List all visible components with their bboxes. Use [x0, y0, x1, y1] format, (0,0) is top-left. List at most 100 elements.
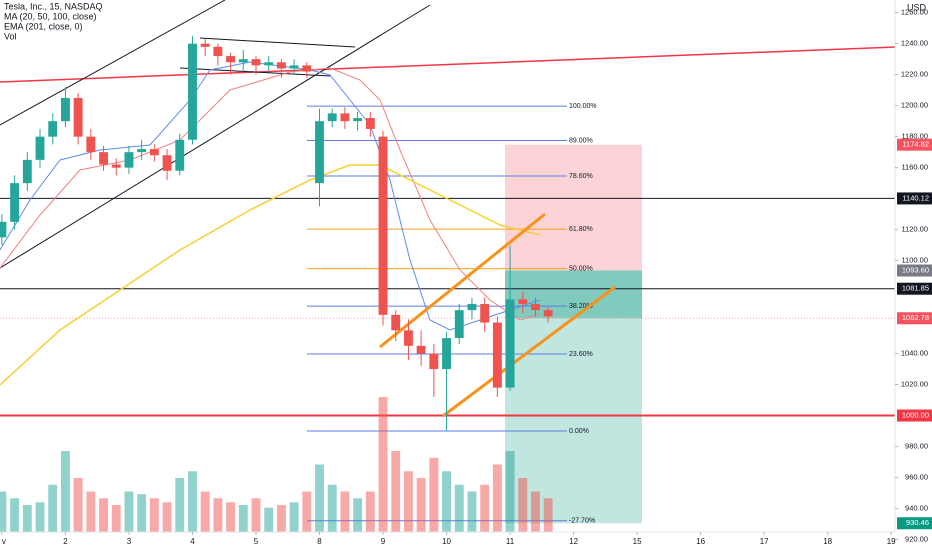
volume-bar [353, 498, 363, 532]
x-tick-label: 18 [823, 537, 832, 546]
x-tick-label: 16 [696, 537, 705, 546]
position-box [505, 144, 642, 271]
position-box [505, 270, 642, 319]
volume-bar [10, 498, 20, 532]
volume-bar [175, 478, 185, 532]
x-tick-label: 15 [633, 537, 642, 546]
indicator-label: MA (20, 50, 100, close) [4, 11, 97, 21]
chart-title: Tesla, Inc., 15, NASDAQ [4, 1, 103, 11]
fib-label: 61.80% [569, 226, 593, 233]
wedge-line [199, 37, 356, 48]
volume-bar [226, 502, 236, 532]
axis-layer: 1260.00 1240.00 1220.00 1200.00 1180.00 1160.… [1, 8, 932, 546]
candle-body [315, 121, 324, 184]
candle-body [60, 97, 70, 122]
ema-line [0, 164, 541, 386]
candle-body [111, 164, 121, 168]
candle-body [0, 221, 7, 238]
candle-body [302, 65, 312, 72]
y-tick-label: 1100.00 [901, 256, 928, 265]
x-tick-label: 2 [63, 537, 68, 546]
volume-bar [302, 491, 312, 532]
volume-bar [505, 451, 515, 532]
candle-body [251, 59, 261, 66]
volume-bar [162, 502, 172, 532]
volume-bar [315, 464, 324, 532]
y-tick-label: 920.00 [905, 534, 928, 543]
volume-bar [289, 502, 299, 532]
indicator-label: EMA (201, close, 0) [4, 21, 83, 31]
candle-body [442, 338, 451, 370]
orange-channel [442, 285, 616, 418]
y-tick-label: 940.00 [905, 503, 928, 512]
volume-bar [442, 471, 451, 532]
volume-bar [35, 502, 45, 532]
candle-body [429, 353, 439, 370]
trend-line [0, 46, 896, 83]
candle-body [238, 59, 248, 63]
candle-body [264, 62, 274, 66]
volume-bar [543, 498, 553, 532]
volume-bar [480, 484, 490, 532]
x-tick-label: 3 [127, 537, 132, 546]
y-tick-label: 1200.00 [901, 101, 928, 110]
volume-bar [238, 505, 248, 532]
candle-body [454, 310, 464, 339]
y-tick-label: 1240.00 [901, 39, 928, 48]
candle-body [467, 303, 477, 311]
volume-bar [403, 471, 413, 532]
candle-body [22, 159, 32, 184]
candle-body [289, 65, 299, 69]
volume-bar [188, 471, 197, 532]
candle-body [403, 330, 413, 346]
price-badge [897, 312, 932, 325]
x-tick-label: 11 [506, 537, 515, 546]
y-tick-label: 1160.00 [901, 163, 928, 172]
volume-bar [365, 491, 375, 532]
candle-body [353, 118, 363, 122]
volume-bar [340, 491, 350, 532]
indicator-label: Vol [4, 31, 17, 41]
volume-bar [416, 478, 426, 532]
price-badge [897, 517, 932, 530]
volume-bar [251, 498, 261, 532]
volume-bar [492, 464, 502, 532]
volume-bar [124, 491, 134, 532]
candle-body [416, 345, 426, 354]
y-tick-label: 1040.00 [901, 349, 928, 358]
price-badge-label: 1081.85 [902, 284, 929, 293]
x-tick-label: 9 [381, 537, 386, 546]
volume-bar [48, 484, 58, 532]
volume-bar [200, 491, 210, 532]
volume-bar [73, 478, 83, 532]
candle-body [35, 136, 45, 160]
volume-bar [518, 478, 528, 532]
y-tick-label: 1180.00 [901, 132, 928, 141]
y-tick-label: 1020.00 [901, 380, 928, 389]
y-tick-label: 960.00 [905, 472, 928, 481]
candle-body [137, 149, 147, 153]
volume-bar [60, 451, 70, 532]
position-box [505, 270, 642, 524]
channel-line [0, 4, 431, 269]
fib-label: 100.00% [569, 103, 597, 110]
volume-bar [137, 494, 147, 532]
candle-body [340, 113, 350, 122]
y-tick-label: 1260.00 [901, 8, 928, 17]
candle-body [391, 314, 401, 331]
y-tick-label: 1120.00 [901, 225, 928, 234]
orange-channel [379, 212, 546, 349]
candle-body [226, 56, 236, 63]
candle-body [518, 299, 528, 304]
volume-bar [327, 484, 337, 532]
volume-bar [391, 451, 401, 532]
volume-bar [531, 491, 540, 532]
candle-body [365, 118, 375, 129]
fib-label: 50.00% [569, 265, 593, 272]
volume-bar [111, 505, 121, 532]
volume-bar [378, 397, 388, 532]
x-tick-label: 5 [254, 537, 259, 546]
volume-bar [467, 491, 477, 532]
